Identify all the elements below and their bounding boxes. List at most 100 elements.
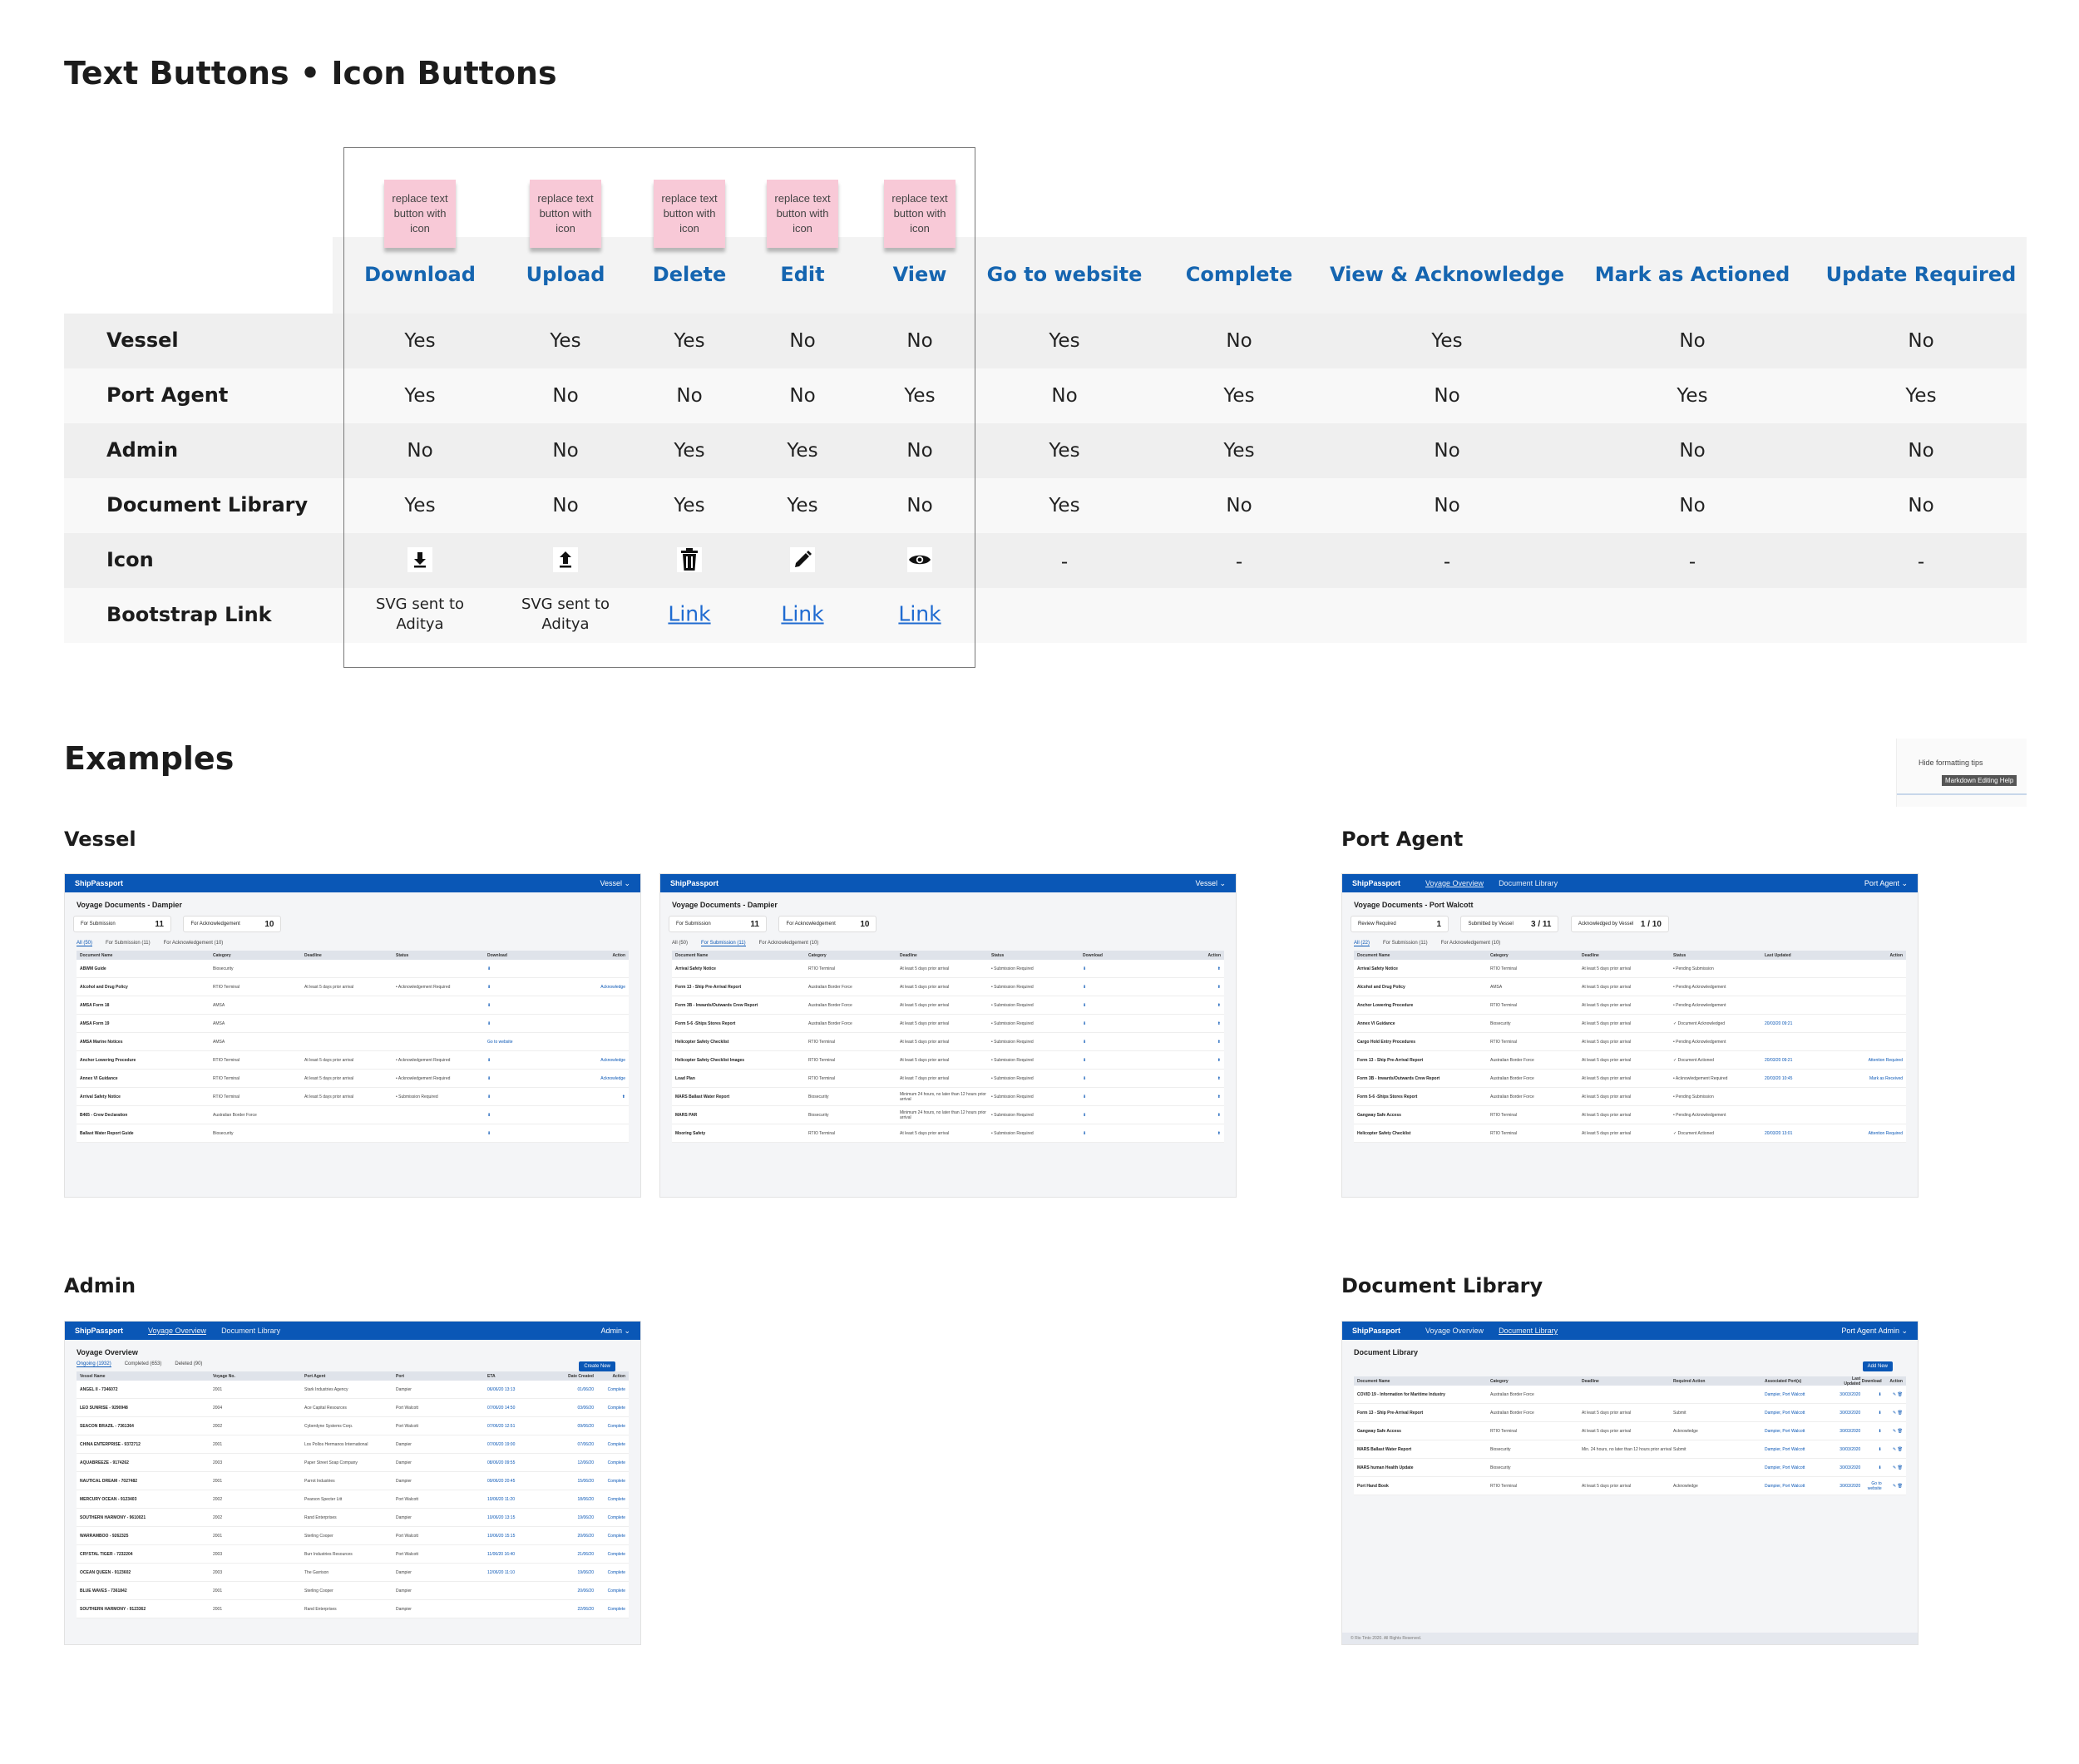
table-cell[interactable]: 12/06/20 11:10 — [487, 1569, 515, 1575]
table-cell[interactable]: Complete — [607, 1551, 625, 1557]
table-cell[interactable]: 18/06/20 — [577, 1496, 594, 1502]
column-header[interactable]: Deadline — [900, 952, 917, 958]
tab[interactable]: Completed (653) — [124, 1361, 162, 1366]
column-header[interactable]: Action — [612, 952, 625, 958]
table-cell[interactable]: 07/06/20 14:50 — [487, 1405, 516, 1411]
table-cell[interactable]: 30/03/2020 — [1839, 1391, 1861, 1397]
table-cell[interactable]: 12/06/20 — [577, 1460, 594, 1465]
tab[interactable]: For Submission (11) — [1383, 941, 1428, 946]
table-cell[interactable]: 10/06/20 15:15 — [487, 1533, 516, 1539]
column-header[interactable]: Associated Port(s) — [1765, 1378, 1802, 1384]
table-cell[interactable]: ⬇ — [1878, 1428, 1882, 1434]
column-header[interactable]: Status — [991, 952, 1005, 958]
table-cell[interactable]: Complete — [607, 1514, 625, 1520]
submission-card[interactable]: For Submission 11 — [669, 916, 767, 932]
table-cell[interactable]: Attention Required — [1868, 1057, 1903, 1063]
table-cell[interactable]: 20/03/20 10:45 — [1765, 1075, 1793, 1081]
table-cell[interactable]: 08/06/20 09:55 — [487, 1460, 516, 1465]
tab[interactable]: For Acknowledgement (10) — [163, 941, 224, 946]
table-cell[interactable]: ⬇ — [1878, 1391, 1882, 1397]
table-cell[interactable]: ⬇ — [1083, 1057, 1087, 1063]
column-header[interactable]: Category — [213, 952, 231, 958]
table-cell[interactable]: Dampier, Port Walcott — [1765, 1483, 1805, 1489]
column-header[interactable]: Document Name — [675, 952, 709, 958]
table-cell[interactable]: ⬆ — [1217, 1094, 1221, 1099]
table-cell[interactable]: Complete — [607, 1569, 625, 1575]
table-cell[interactable]: ⬇ — [1083, 1112, 1087, 1118]
table-cell[interactable]: 30/03/2020 — [1839, 1446, 1861, 1452]
table-cell[interactable]: 20/03/20 09:21 — [1765, 1020, 1793, 1026]
column-header[interactable]: Deadline — [1582, 1378, 1599, 1384]
table-cell[interactable]: 20/03/20 09:21 — [1765, 1057, 1793, 1063]
nav-voyage-overview[interactable]: Voyage Overview — [1425, 879, 1484, 887]
table-cell[interactable]: 30/03/2020 — [1839, 1465, 1861, 1470]
hide-formatting-tips-button[interactable]: Hide formatting tips — [1919, 758, 1983, 767]
table-cell[interactable]: ✎ 🗑 — [1893, 1483, 1903, 1489]
tab[interactable]: All (50) — [672, 941, 689, 946]
table-cell[interactable]: 07/06/20 19:00 — [487, 1441, 516, 1447]
table-cell[interactable]: Attention Required — [1868, 1130, 1903, 1136]
review-card[interactable]: Review Required 1 — [1351, 916, 1449, 932]
table-cell[interactable]: ⬇ — [1083, 984, 1087, 990]
table-cell[interactable]: Dampier, Port Walcott — [1765, 1465, 1805, 1470]
column-header[interactable]: Action — [1207, 952, 1221, 958]
table-cell[interactable]: 15/06/20 — [577, 1478, 594, 1484]
column-header[interactable]: Document Name — [1357, 952, 1390, 958]
column-header[interactable]: Action — [1889, 952, 1903, 958]
tab[interactable]: All (22) — [1354, 941, 1370, 946]
table-cell[interactable]: 21/06/20 — [577, 1551, 594, 1557]
table-cell[interactable]: 11/06/20 16:40 — [487, 1551, 515, 1557]
column-header[interactable]: Download — [1083, 952, 1103, 958]
column-header[interactable]: Status — [396, 952, 409, 958]
table-cell[interactable]: ⬇ — [1878, 1410, 1882, 1416]
tab[interactable]: Deleted (90) — [175, 1361, 203, 1366]
table-cell[interactable]: ⬇ — [487, 966, 491, 971]
bootstrap-link-delete[interactable]: Link — [668, 601, 711, 626]
table-cell[interactable]: ⬇ — [487, 1057, 491, 1063]
tab[interactable]: For Acknowledgement (10) — [1440, 941, 1501, 946]
column-header[interactable]: Status — [1673, 952, 1686, 958]
table-cell[interactable]: Go to website — [487, 1039, 513, 1045]
table-cell[interactable]: ✎ 🗑 — [1893, 1410, 1903, 1416]
table-cell[interactable]: ⬇ — [487, 1020, 491, 1026]
tab[interactable]: For Acknowledgement (10) — [758, 941, 819, 946]
table-cell[interactable]: Acknowledge — [600, 1057, 625, 1063]
column-header[interactable]: Port — [396, 1373, 404, 1379]
table-cell[interactable]: ✎ 🗑 — [1893, 1446, 1903, 1452]
table-cell[interactable]: ⬆ — [1217, 1130, 1221, 1136]
table-cell[interactable]: Acknowledge — [600, 984, 625, 990]
table-cell[interactable]: ⬆ — [1217, 1039, 1221, 1045]
table-cell[interactable]: Complete — [607, 1588, 625, 1594]
submitted-card[interactable]: Submitted by Vessel 3 / 11 — [1460, 916, 1559, 932]
nav-voyage-overview[interactable]: Voyage Overview — [1425, 1327, 1484, 1335]
tab[interactable]: All (50) — [77, 941, 93, 946]
table-cell[interactable]: ✎ 🗑 — [1893, 1465, 1903, 1470]
column-header[interactable]: Deadline — [304, 952, 322, 958]
table-cell[interactable]: Complete — [607, 1478, 625, 1484]
table-cell[interactable]: ⬇ — [1083, 1094, 1087, 1099]
acknowledged-card[interactable]: Acknowledged by Vessel 1 / 10 — [1570, 916, 1669, 932]
column-header[interactable]: Required Action — [1673, 1378, 1706, 1384]
table-cell[interactable]: ⬇ — [487, 1130, 491, 1136]
acknowledgement-card[interactable]: For Acknowledgement 10 — [778, 916, 877, 932]
table-cell[interactable]: Go to website — [1867, 1480, 1882, 1491]
create-new-button[interactable]: Create New — [579, 1361, 615, 1371]
table-cell[interactable]: ⬇ — [1083, 1075, 1087, 1081]
column-header[interactable]: Voyage No. — [213, 1373, 235, 1379]
table-cell[interactable]: 19/06/20 — [577, 1569, 594, 1575]
column-header[interactable]: Download — [487, 952, 507, 958]
table-cell[interactable]: ⬇ — [487, 1112, 491, 1118]
table-cell[interactable]: Complete — [607, 1405, 625, 1411]
column-header[interactable]: ETA — [487, 1373, 496, 1379]
column-header[interactable]: Deadline — [1582, 952, 1599, 958]
nav-document-library[interactable]: Document Library — [1499, 1327, 1558, 1335]
column-header[interactable]: Date Created — [568, 1373, 594, 1379]
table-cell[interactable]: 07/06/20 — [577, 1441, 594, 1447]
table-cell[interactable]: Dampier, Port Walcott — [1765, 1428, 1805, 1434]
bootstrap-link-edit[interactable]: Link — [781, 601, 824, 626]
nav-voyage-overview[interactable]: Voyage Overview — [148, 1327, 207, 1335]
table-cell[interactable]: ⬇ — [487, 1094, 491, 1099]
table-cell[interactable]: ⬇ — [487, 984, 491, 990]
table-cell[interactable]: Acknowledge — [600, 1075, 625, 1081]
table-cell[interactable]: ⬇ — [1083, 966, 1087, 971]
